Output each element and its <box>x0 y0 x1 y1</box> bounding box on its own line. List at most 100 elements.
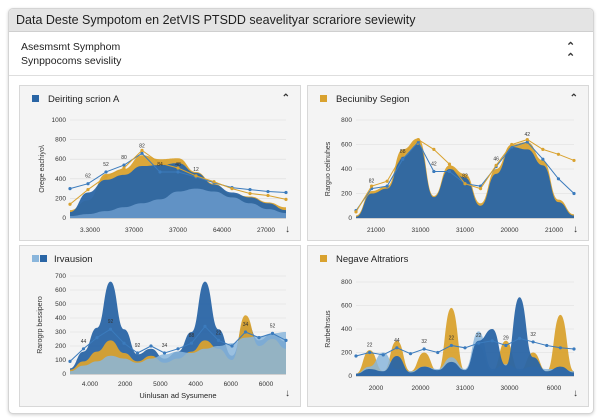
data-label: 82 <box>462 174 468 180</box>
data-label: 84 <box>157 162 163 168</box>
data-label: 52 <box>103 162 109 168</box>
data-point <box>140 151 144 155</box>
data-point <box>432 147 436 151</box>
data-point <box>416 138 420 142</box>
data-label: 44 <box>394 338 400 344</box>
x-tick-label: 64000 <box>213 227 231 234</box>
chart-d-title: Negave Altratiors <box>336 254 409 265</box>
arrow-down-icon[interactable]: ↓ <box>573 224 578 235</box>
y-tick-label: 300 <box>55 329 66 336</box>
y-axis-label: Rarguo celinuhes <box>325 141 332 196</box>
x-tick-label: 4000 <box>188 381 203 388</box>
data-label: 34 <box>162 343 168 349</box>
data-point <box>556 177 561 181</box>
data-label: 22 <box>449 335 455 341</box>
data-point <box>422 347 426 351</box>
data-point <box>176 166 180 170</box>
y-tick-label: 200 <box>341 191 352 198</box>
data-point <box>478 187 483 191</box>
data-point <box>158 161 162 165</box>
y-tick-label: 400 <box>55 315 66 322</box>
data-label: 42 <box>431 161 437 167</box>
y-tick-label: 800 <box>341 117 352 124</box>
x-tick-label: 21000 <box>367 227 385 234</box>
data-point <box>122 341 126 345</box>
x-tick-label: 31000 <box>411 227 429 234</box>
chart-c-title: Irvausion <box>54 254 93 265</box>
y-tick-label: 500 <box>55 301 66 308</box>
data-point <box>248 191 252 196</box>
data-point <box>572 158 576 163</box>
data-point <box>158 170 162 174</box>
data-label: 22 <box>476 333 482 339</box>
data-point <box>68 187 72 191</box>
chart-panel-a: 1000 800 600 400 200 0 62 52 80 82 84 48 12 3.3000 370… <box>19 85 301 241</box>
data-point <box>230 344 234 348</box>
data-point <box>68 202 72 206</box>
data-point <box>504 343 508 348</box>
x-tick-label: 20000 <box>500 227 518 234</box>
y-tick-label: 600 <box>341 303 352 310</box>
data-point <box>368 350 372 355</box>
x-tick-label: 5000 <box>153 381 168 388</box>
area-series-blue <box>70 281 286 374</box>
data-point <box>385 184 389 188</box>
chevron-double-up-icon[interactable]: ⌃ <box>281 93 290 104</box>
arrow-down-icon[interactable]: ↓ <box>285 388 290 399</box>
x-tick-label: 31000 <box>456 227 474 234</box>
chart-c-svg: 700 600 500 400 300 200 100 0 44 92 92 34 88 22 34 52 4.… <box>37 273 288 400</box>
data-point <box>354 354 358 358</box>
data-point <box>556 152 561 156</box>
data-point <box>176 347 180 351</box>
dashboard-window: Data Deste Sympotom en 2etVIS PTSDD seav… <box>8 8 594 414</box>
legend-marker-blue <box>40 255 47 262</box>
arrow-down-icon[interactable]: ↓ <box>285 224 290 235</box>
chart-b-title: Beciuniby Segion <box>336 94 410 105</box>
chevron-double-up-icon[interactable]: ⌃ <box>569 93 578 104</box>
chart-panel-b: 800 600 400 200 0 82 88 42 82 46 42 21000 31000 31000… <box>307 85 589 241</box>
data-point <box>490 339 494 343</box>
arrow-down-icon[interactable]: ↓ <box>573 388 578 399</box>
chart-panel-c: 700 600 500 400 300 200 100 0 44 92 92 34 88 22 34 52 4.… <box>19 245 301 407</box>
data-point <box>525 140 529 144</box>
data-point <box>140 148 144 152</box>
data-point <box>401 157 405 161</box>
data-label: 44 <box>81 339 87 345</box>
data-point <box>122 166 126 170</box>
chart-a-title: Deiriting scrion A <box>48 94 120 105</box>
y-axis-label: Orege eachiyo\ <box>39 145 46 193</box>
data-point <box>477 341 481 345</box>
data-point <box>108 327 113 331</box>
data-label: 52 <box>270 323 276 329</box>
x-tick-label: 30000 <box>500 385 518 392</box>
divider <box>9 75 593 76</box>
data-label: 22 <box>367 343 373 349</box>
data-label: 80 <box>121 155 127 161</box>
y-tick-label: 0 <box>348 373 352 380</box>
data-point <box>284 338 288 342</box>
y-tick-label: 800 <box>55 137 66 144</box>
title-bar: Data Deste Sympotom en 2etVIS PTSDD seav… <box>9 9 593 32</box>
chevron-double-up-icon[interactable]: ⌃ ⌃ <box>566 41 576 64</box>
data-point <box>354 210 358 214</box>
data-point <box>572 347 576 351</box>
data-point <box>385 179 389 183</box>
data-point <box>135 351 140 355</box>
x-tick-label: 6000 <box>259 381 274 388</box>
data-label: 32 <box>421 339 427 345</box>
data-point <box>449 343 453 348</box>
y-tick-label: 0 <box>62 215 66 222</box>
data-point <box>494 163 498 167</box>
x-tick-label: 20000 <box>411 385 429 392</box>
data-point <box>176 170 180 174</box>
y-tick-label: 400 <box>341 326 352 333</box>
y-axis-label: Rarbeltnsus <box>325 310 332 348</box>
y-tick-label: 400 <box>341 166 352 173</box>
x-tick-label: 4.000 <box>82 381 99 388</box>
data-point <box>81 347 86 351</box>
y-tick-label: 0 <box>348 215 352 222</box>
heading-line-1: Asesmsmt Symphom <box>21 41 121 53</box>
data-point <box>104 175 108 179</box>
app-title: Data Deste Sympotom en 2etVIS PTSDD seav… <box>16 13 416 27</box>
data-point <box>531 340 535 344</box>
